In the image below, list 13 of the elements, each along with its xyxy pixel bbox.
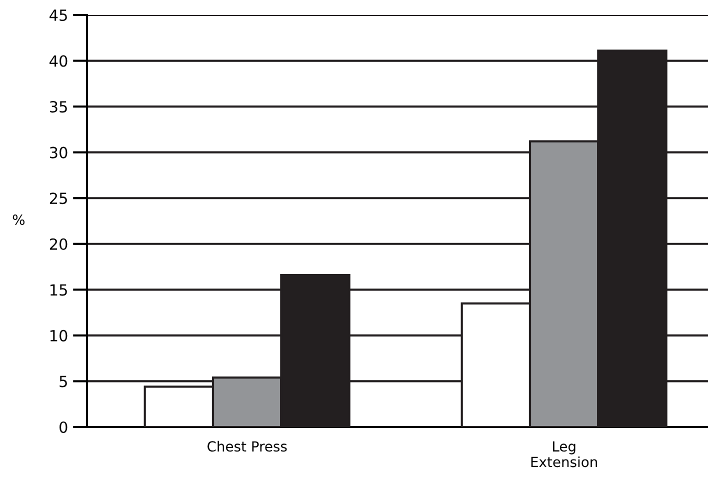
y-tick-label: 45 (50, 10, 67, 22)
y-tick-label: 20 (50, 238, 68, 250)
y-tick-label: 25 (50, 192, 67, 204)
y-tick-label: 35 (50, 101, 67, 113)
y-axis-title: % (12, 214, 25, 226)
y-tick-label: 0 (60, 421, 68, 434)
y-tick-label: 40 (50, 55, 68, 67)
y-tick-label: 15 (50, 284, 67, 296)
y-tick-label: 5 (60, 376, 67, 388)
y-tick-label: 10 (50, 330, 68, 342)
y-tick-label: 30 (50, 146, 68, 158)
x-tick-label: Chest Press (208, 440, 287, 452)
x-tick-label: Leg Extension (531, 441, 597, 468)
